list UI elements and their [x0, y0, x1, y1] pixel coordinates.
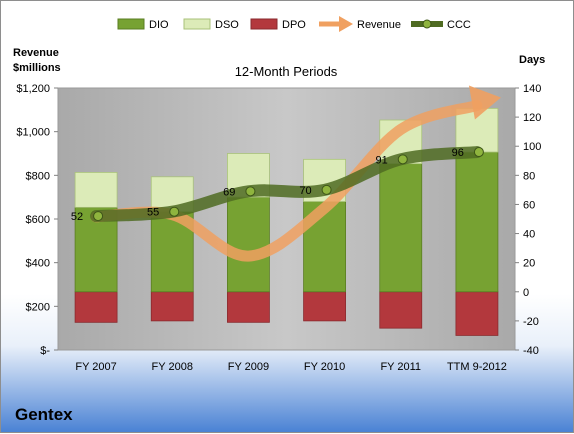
- bar-dpo: [150, 291, 194, 322]
- bar-dio: [455, 151, 499, 293]
- ccc-data-label: 69: [223, 186, 235, 198]
- right-tick-label: 20: [523, 258, 535, 270]
- category-label: FY 2011: [380, 361, 421, 373]
- left-tick-label: $200: [26, 301, 50, 313]
- ccc-point: [169, 206, 180, 217]
- ccc-point: [321, 184, 332, 195]
- left-tick-label: $-: [40, 345, 50, 357]
- bar-dso: [74, 172, 118, 208]
- legend-swatch: [183, 18, 211, 30]
- chart-title: 12-Month Periods: [235, 64, 338, 79]
- left-axis-title: Revenue: [13, 47, 59, 59]
- legend-swatch: [339, 16, 353, 32]
- ccc-data-label: 52: [71, 211, 83, 223]
- bar-dpo: [74, 291, 118, 323]
- legend-label: DSO: [215, 19, 239, 31]
- right-tick-label: -20: [523, 316, 539, 328]
- bar-dio: [227, 196, 270, 293]
- category-label: FY 2008: [152, 361, 193, 373]
- right-tick-label: 60: [523, 199, 535, 211]
- right-tick-label: 100: [523, 141, 541, 153]
- right-tick-label: -40: [523, 345, 539, 357]
- ccc-data-label: 55: [147, 207, 159, 219]
- left-tick-label: $800: [26, 170, 50, 182]
- right-tick-label: 40: [523, 229, 535, 241]
- legend-label: CCC: [447, 19, 471, 31]
- right-tick-label: 80: [523, 170, 535, 182]
- bar-dio: [150, 211, 194, 293]
- legend-label: DIO: [149, 19, 169, 31]
- ccc-point: [397, 154, 408, 165]
- right-tick-label: 140: [523, 83, 541, 95]
- ccc-data-label: 91: [376, 154, 388, 166]
- ccc-data-label: 70: [299, 185, 311, 197]
- bar-dpo: [227, 291, 270, 323]
- bar-dpo: [303, 291, 346, 322]
- company-name: Gentex: [15, 405, 73, 424]
- category-label: FY 2010: [304, 361, 345, 373]
- bar-dpo: [379, 291, 423, 329]
- category-label: FY 2007: [75, 361, 116, 373]
- left-tick-label: $1,000: [16, 127, 50, 139]
- ccc-point: [93, 211, 104, 222]
- revenue-arrowhead: [468, 85, 501, 120]
- right-axis-title: Days: [519, 54, 545, 66]
- ccc-point: [473, 147, 484, 158]
- left-tick-label: $400: [26, 258, 50, 270]
- category-label: FY 2009: [228, 361, 269, 373]
- legend-swatch: [250, 18, 278, 30]
- legend-label: DPO: [282, 19, 306, 31]
- category-label: TTM 9-2012: [447, 361, 507, 373]
- bar-dpo: [455, 291, 499, 336]
- left-tick-label: $600: [26, 214, 50, 226]
- right-tick-label: 120: [523, 112, 541, 124]
- left-axis-title: $millions: [13, 62, 61, 74]
- legend-swatch: [117, 18, 145, 30]
- ccc-point: [245, 186, 256, 197]
- ccc-data-label: 96: [452, 147, 464, 159]
- right-tick-label: 0: [523, 287, 529, 299]
- bar-dio: [379, 163, 423, 293]
- left-tick-label: $1,200: [16, 83, 50, 95]
- legend-swatch: [422, 19, 432, 29]
- legend-label: Revenue: [357, 19, 401, 31]
